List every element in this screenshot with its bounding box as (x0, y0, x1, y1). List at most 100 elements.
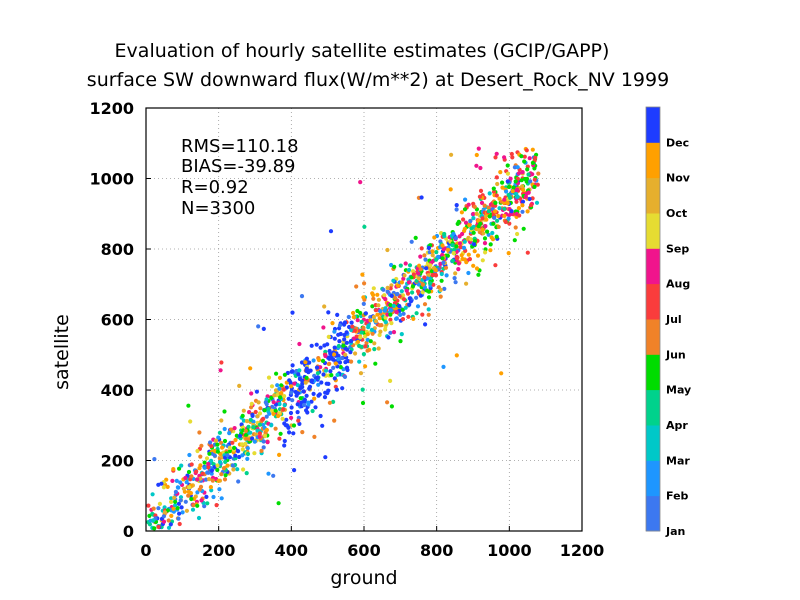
scatter-point (230, 463, 235, 468)
scatter-point (267, 411, 272, 416)
scatter-point (178, 480, 183, 485)
scatter-point (429, 269, 435, 274)
scatter-point (297, 341, 302, 347)
scatter-point (176, 516, 181, 521)
scatter-point (222, 409, 227, 414)
scatter-point (309, 378, 314, 383)
scatter-point (388, 302, 393, 308)
scatter-point (332, 376, 337, 381)
scatter-point (482, 241, 488, 246)
scatter-point (484, 217, 489, 222)
scatter-point (189, 474, 194, 479)
colorbar-label: Dec (666, 136, 689, 149)
scatter-point (516, 171, 522, 176)
scatter-point (474, 266, 480, 271)
scatter-point (235, 467, 240, 472)
chart-subtitle: surface SW downward flux(W/m**2) at Dese… (87, 69, 669, 91)
scatter-point (438, 294, 443, 299)
scatter-point (486, 209, 491, 214)
scatter-point (506, 216, 511, 221)
scatter-point (422, 302, 428, 307)
scatter-point (451, 251, 456, 256)
scatter-point (379, 323, 384, 328)
scatter-point (526, 190, 531, 195)
scatter-point (488, 248, 493, 253)
scatter-point (301, 389, 306, 394)
scatter-point (502, 213, 507, 218)
scatter-point (240, 453, 245, 458)
scatter-point (406, 267, 412, 273)
scatter-point (257, 431, 262, 436)
scatter-point (337, 323, 343, 328)
scatter-point (325, 342, 330, 347)
scatter-point (295, 410, 300, 415)
scatter-point (218, 460, 223, 465)
scatter-point (349, 359, 354, 364)
scatter-point (277, 436, 282, 441)
scatter-point (303, 380, 308, 385)
scatter-point (345, 367, 350, 373)
scatter-point (290, 363, 295, 368)
scatter-point (171, 506, 176, 511)
scatter-point (297, 368, 302, 373)
scatter-point (378, 309, 383, 314)
scatter-point (414, 311, 419, 316)
colorbar-label: Mar (666, 454, 690, 467)
scatter-point (291, 423, 297, 428)
scatter-point (195, 503, 200, 508)
y-tick-label: 600 (101, 311, 134, 330)
scatter-point (399, 332, 404, 337)
scatter-point (246, 424, 251, 429)
scatter-point (315, 371, 320, 376)
scatter-point (318, 345, 323, 350)
scatter-point (463, 220, 469, 225)
colorbar-label: Jun (665, 348, 686, 361)
scatter-point (340, 386, 345, 391)
scatter-point (361, 352, 366, 357)
scatter-point (170, 478, 175, 483)
colorbar-swatch (646, 248, 660, 285)
scatter-point (486, 232, 491, 237)
scatter-point (290, 398, 295, 403)
x-axis-label: ground (330, 567, 397, 589)
scatter-point (474, 163, 479, 168)
scatter-point (420, 282, 425, 287)
scatter-point (475, 253, 481, 258)
scatter-point (219, 496, 224, 501)
scatter-point (426, 289, 431, 294)
scatter-point (341, 343, 346, 348)
scatter-point (477, 194, 482, 199)
scatter-point (371, 292, 376, 298)
scatter-point (311, 358, 316, 363)
scatter-point (215, 463, 220, 468)
scatter-point (441, 260, 446, 265)
scatter-point (289, 384, 294, 389)
scatter-point (376, 346, 381, 351)
scatter-point (327, 400, 332, 405)
scatter-point (273, 426, 278, 431)
scatter-point (494, 193, 499, 198)
scatter-point (505, 201, 510, 206)
scatter-point (301, 402, 307, 408)
scatter-point (175, 506, 180, 511)
scatter-point (302, 397, 307, 402)
scatter-point (532, 166, 537, 171)
scatter-point (355, 308, 360, 314)
colorbar-swatch (646, 177, 660, 214)
scatter-point (161, 514, 166, 519)
scatter-point (257, 422, 263, 427)
scatter-point (332, 418, 337, 423)
scatter-point (338, 365, 343, 370)
scatter-point (250, 412, 255, 417)
scatter-point (278, 395, 283, 400)
scatter-point (342, 337, 347, 342)
scatter-point (205, 501, 210, 506)
scatter-point (422, 275, 427, 280)
scatter-point (426, 273, 431, 278)
scatter-point (453, 271, 458, 276)
scatter-point (161, 519, 167, 524)
scatter-point (528, 179, 533, 184)
colorbar-swatch (646, 107, 660, 143)
scatter-point (534, 200, 540, 205)
scatter-point (453, 280, 458, 285)
